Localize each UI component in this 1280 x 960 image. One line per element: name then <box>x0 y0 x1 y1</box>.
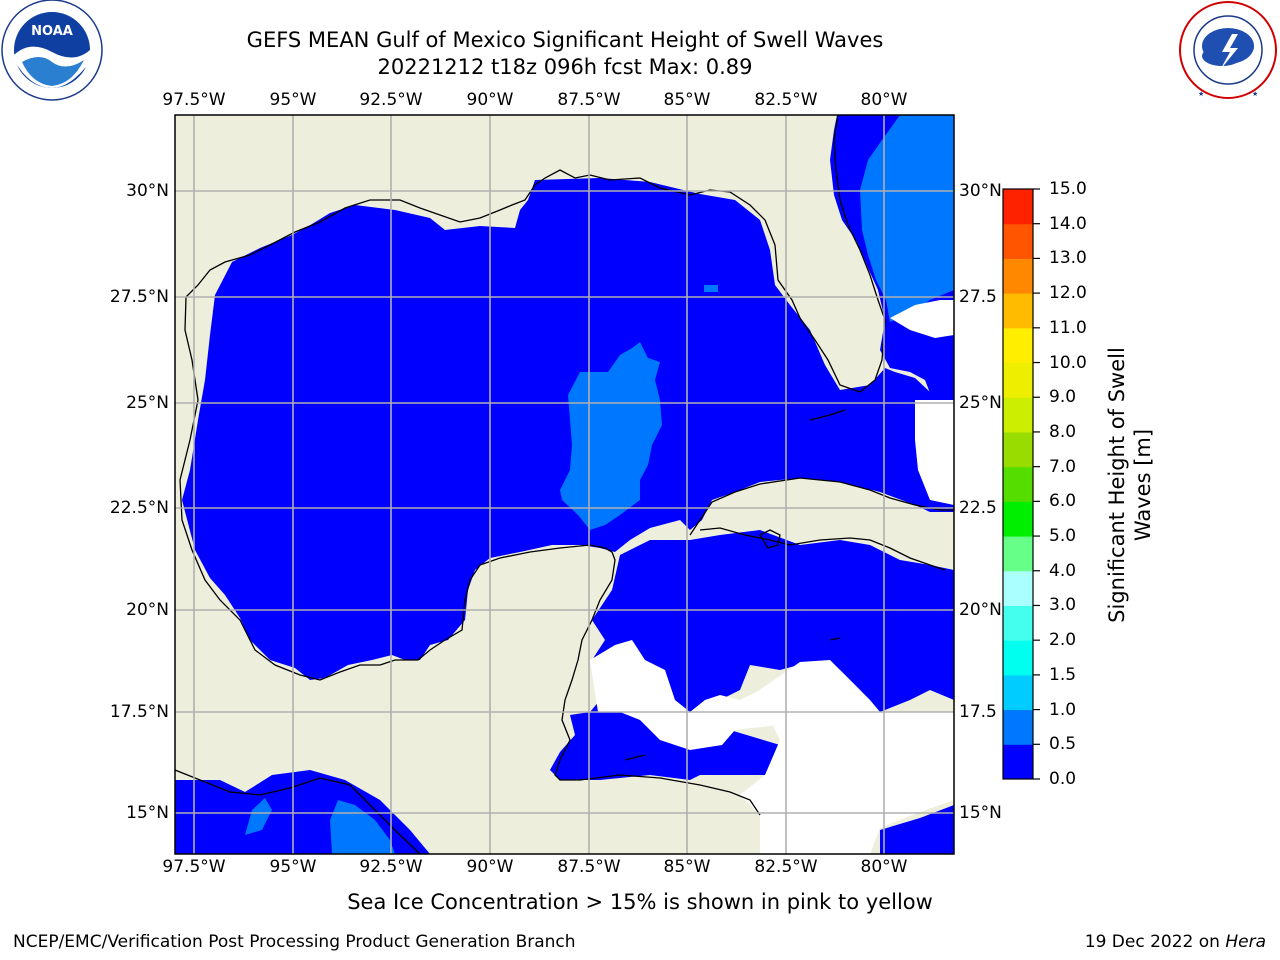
colorbar-tick-label: 4.0 <box>1049 560 1077 581</box>
colorbar-segment <box>1003 327 1033 364</box>
nodata-patch <box>890 300 954 338</box>
lon-tick-top: 80°W <box>860 90 908 110</box>
colorbar-frame <box>1002 188 1034 780</box>
colorbar-tick-label: 2.0 <box>1049 630 1077 651</box>
colorbar-tick-label: 5.0 <box>1049 526 1077 547</box>
colorbar-tick-label: 8.0 <box>1049 421 1077 442</box>
sea-ice-note: Sea Ice Concentration > 15% is shown in … <box>347 890 933 914</box>
lon-tick-bottom: 85°W <box>663 857 711 877</box>
colorbar-segment <box>1003 397 1033 433</box>
caribbean-southeast-ocean <box>880 805 954 854</box>
lat-tick-right: 30°N <box>959 181 1002 201</box>
lon-tick-top: 85°W <box>663 90 711 110</box>
gulf-ocean <box>182 178 954 680</box>
colorbar-tick-label: 7.0 <box>1049 456 1077 477</box>
nodata-patch <box>590 640 790 750</box>
colorbar-segment <box>1003 293 1033 329</box>
svg-text:★: ★ <box>1252 90 1258 98</box>
lat-tick-left: 17.5°N <box>109 702 169 722</box>
noaa-logo-text: NOAA <box>31 24 73 39</box>
lon-tick-bottom: 97.5°W <box>162 857 226 877</box>
colorbar-segment <box>1003 536 1033 572</box>
pacific-swell-lightblue-2 <box>245 798 272 835</box>
lat-tick-right: 20°N <box>959 600 1002 620</box>
colorbar-segment <box>1003 640 1033 676</box>
colorbar-tick-label: 1.5 <box>1049 664 1077 685</box>
lon-tick-bottom: 95°W <box>269 857 317 877</box>
colorbar-tick-label: 15.0 <box>1049 179 1087 199</box>
colorbar-segment <box>1003 189 1033 225</box>
lat-tick-right: 22.5 <box>959 498 997 518</box>
chart-subtitle: 20221212 t18z 096h fcst Max: 0.89 <box>377 55 753 79</box>
colorbar-segment <box>1003 674 1033 711</box>
lat-tick-left: 20°N <box>126 600 169 620</box>
colorbar-tick-label: 1.0 <box>1049 699 1077 720</box>
lat-tick-right: 27.5 <box>959 287 997 307</box>
lon-tick-bottom: 90°W <box>466 857 514 877</box>
map-frame <box>174 114 955 855</box>
lon-tick-top: 92.5°W <box>359 90 423 110</box>
colorbar-segment <box>1003 605 1033 641</box>
footer-date-text: 19 Dec 2022 on <box>1084 932 1226 952</box>
lat-tick-left: 27.5°N <box>109 287 169 307</box>
colorbar-tick-label: 12.0 <box>1049 283 1087 304</box>
colorbar-label-line1: Significant Height of Swell <box>1105 347 1129 623</box>
colorbar-label: Significant Height of Swell Waves [m] <box>1104 325 1156 645</box>
lon-tick-top: 90°W <box>466 90 514 110</box>
lon-tick-top: 87.5°W <box>557 90 621 110</box>
colorbar-tick-label: 0.0 <box>1049 769 1077 789</box>
footer-date: 19 Dec 2022 on Hera <box>1085 932 1266 952</box>
lon-tick-top: 82.5°W <box>754 90 818 110</box>
colorbar-tick-label: 14.0 <box>1049 213 1087 234</box>
colorbar-tick-label: 11.0 <box>1049 317 1087 338</box>
colorbar-tick-label: 9.0 <box>1049 387 1077 408</box>
nodata-patch <box>915 400 954 505</box>
noaa-logo: NOAA <box>1 0 103 101</box>
lon-tick-top: 95°W <box>269 90 317 110</box>
lon-tick-bottom: 82.5°W <box>754 857 818 877</box>
colorbar-label-line2: Waves [m] <box>1131 428 1155 542</box>
colorbar-segment <box>1003 744 1033 780</box>
colorbar-tick-label: 0.5 <box>1049 734 1077 755</box>
colorbar <box>1003 188 1040 780</box>
colorbar-segment <box>1003 258 1033 294</box>
colorbar-segment <box>1003 466 1033 502</box>
lat-tick-left: 22.5°N <box>109 498 169 518</box>
gulf-swell-lightblue <box>560 342 662 530</box>
nodata-patch <box>740 660 954 854</box>
gulf-swell-dot <box>704 285 718 292</box>
lon-tick-bottom: 92.5°W <box>359 857 423 877</box>
footer-credit: NCEP/EMC/Verification Post Processing Pr… <box>13 932 576 952</box>
nws-logo: ★ ★ <box>1179 1 1277 99</box>
lat-tick-right: 17.5 <box>959 702 997 722</box>
colorbar-segment <box>1003 709 1033 745</box>
lat-tick-left: 25°N <box>126 393 169 413</box>
colorbar-segment <box>1003 431 1033 468</box>
colorbar-tick-label: 3.0 <box>1049 595 1077 616</box>
chart-title: GEFS MEAN Gulf of Mexico Significant Hei… <box>246 28 884 52</box>
colorbar-segment <box>1003 501 1033 537</box>
lon-tick-bottom: 87.5°W <box>557 857 621 877</box>
lat-tick-left: 15°N <box>126 803 169 823</box>
colorbar-tick-label: 10.0 <box>1049 352 1087 373</box>
lat-tick-right: 15°N <box>959 803 1002 823</box>
footer-machine: Hera <box>1225 932 1266 952</box>
lon-tick-bottom: 80°W <box>860 857 908 877</box>
svg-text:★: ★ <box>1198 90 1204 98</box>
lon-tick-top: 97.5°W <box>162 90 226 110</box>
colorbar-segment <box>1003 570 1033 606</box>
colorbar-segment <box>1003 362 1033 398</box>
colorbar-tick-label: 13.0 <box>1049 248 1087 269</box>
colorbar-tick-label: 6.0 <box>1049 491 1077 512</box>
colorbar-segment <box>1003 223 1033 259</box>
lat-tick-right: 25°N <box>959 393 1002 413</box>
lat-tick-left: 30°N <box>126 181 169 201</box>
